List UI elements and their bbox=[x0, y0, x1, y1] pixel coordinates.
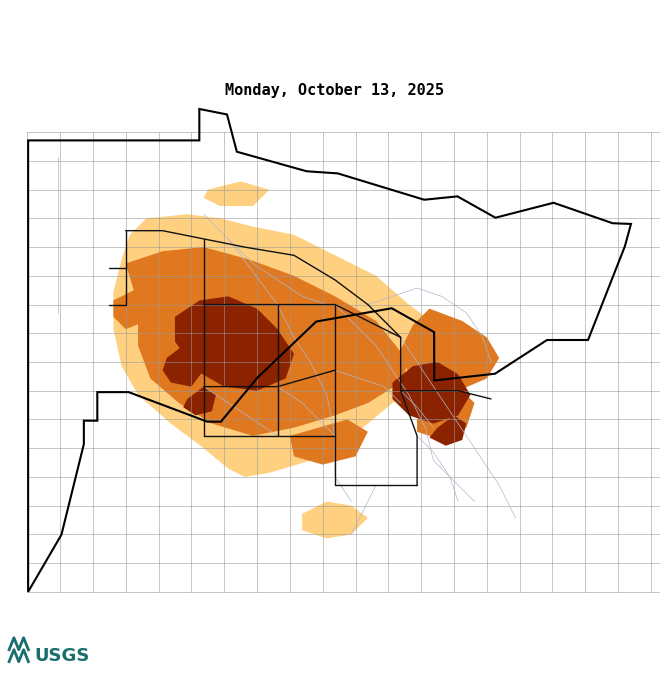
Polygon shape bbox=[216, 342, 343, 423]
Polygon shape bbox=[175, 296, 294, 391]
Polygon shape bbox=[126, 247, 409, 436]
Title: Monday, October 13, 2025: Monday, October 13, 2025 bbox=[226, 83, 444, 98]
Polygon shape bbox=[393, 362, 470, 423]
Polygon shape bbox=[113, 214, 474, 477]
Polygon shape bbox=[429, 415, 466, 446]
Polygon shape bbox=[302, 501, 368, 538]
Polygon shape bbox=[183, 387, 216, 415]
Polygon shape bbox=[204, 182, 269, 206]
Polygon shape bbox=[163, 346, 204, 387]
Polygon shape bbox=[417, 387, 474, 440]
Polygon shape bbox=[113, 288, 154, 329]
Polygon shape bbox=[401, 309, 499, 391]
Polygon shape bbox=[28, 109, 631, 591]
Polygon shape bbox=[290, 419, 368, 464]
Text: USGS: USGS bbox=[34, 647, 90, 665]
